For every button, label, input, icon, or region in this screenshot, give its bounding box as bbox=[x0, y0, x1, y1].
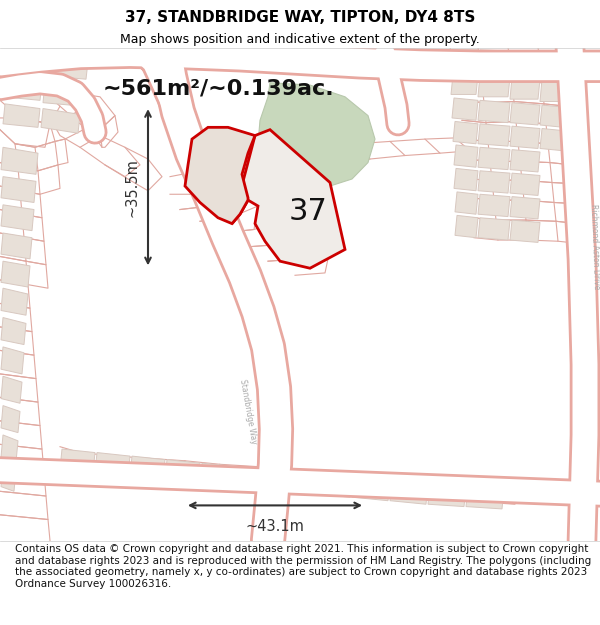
Polygon shape bbox=[510, 149, 540, 172]
Polygon shape bbox=[478, 124, 510, 146]
Polygon shape bbox=[450, 50, 478, 71]
Polygon shape bbox=[3, 104, 40, 127]
Polygon shape bbox=[258, 82, 375, 186]
Polygon shape bbox=[1, 148, 38, 174]
Text: Map shows position and indicative extent of the property.: Map shows position and indicative extent… bbox=[120, 33, 480, 46]
Polygon shape bbox=[428, 484, 466, 507]
Polygon shape bbox=[452, 98, 478, 120]
Polygon shape bbox=[390, 481, 428, 504]
Polygon shape bbox=[43, 82, 85, 106]
Polygon shape bbox=[478, 101, 510, 122]
Polygon shape bbox=[46, 57, 88, 79]
Text: Richmond Aston Drive: Richmond Aston Drive bbox=[589, 204, 600, 290]
Polygon shape bbox=[454, 145, 478, 168]
Polygon shape bbox=[510, 173, 540, 196]
Polygon shape bbox=[238, 467, 276, 490]
Polygon shape bbox=[478, 74, 510, 97]
Polygon shape bbox=[352, 478, 390, 501]
Polygon shape bbox=[510, 51, 540, 73]
Polygon shape bbox=[1, 406, 20, 432]
Polygon shape bbox=[540, 53, 565, 76]
Polygon shape bbox=[1, 464, 16, 491]
Polygon shape bbox=[540, 129, 566, 151]
Polygon shape bbox=[185, 127, 255, 224]
Text: Contains OS data © Crown copyright and database right 2021. This information is : Contains OS data © Crown copyright and d… bbox=[15, 544, 591, 589]
Polygon shape bbox=[540, 79, 566, 101]
Text: ~35.5m: ~35.5m bbox=[125, 158, 140, 217]
Polygon shape bbox=[41, 109, 80, 133]
Polygon shape bbox=[130, 456, 165, 479]
Polygon shape bbox=[200, 463, 238, 487]
Polygon shape bbox=[478, 148, 510, 169]
Polygon shape bbox=[1, 288, 28, 315]
Text: 37, STANDBRIDGE WAY, TIPTON, DY4 8TS: 37, STANDBRIDGE WAY, TIPTON, DY4 8TS bbox=[125, 9, 475, 24]
Polygon shape bbox=[1, 261, 30, 287]
Polygon shape bbox=[453, 121, 478, 144]
Polygon shape bbox=[276, 470, 314, 494]
Polygon shape bbox=[1, 347, 24, 374]
Polygon shape bbox=[454, 168, 478, 191]
Text: ~561m²/~0.139ac.: ~561m²/~0.139ac. bbox=[102, 79, 334, 99]
Polygon shape bbox=[95, 452, 130, 476]
Polygon shape bbox=[478, 194, 510, 217]
Polygon shape bbox=[1, 376, 22, 403]
Polygon shape bbox=[540, 105, 566, 127]
Polygon shape bbox=[510, 220, 540, 243]
Polygon shape bbox=[510, 126, 540, 149]
Polygon shape bbox=[1, 177, 36, 202]
Polygon shape bbox=[510, 102, 540, 125]
Polygon shape bbox=[478, 171, 510, 193]
Text: ~43.1m: ~43.1m bbox=[245, 519, 304, 534]
Polygon shape bbox=[510, 197, 540, 219]
Polygon shape bbox=[478, 217, 510, 240]
Polygon shape bbox=[1, 205, 34, 231]
Polygon shape bbox=[3, 77, 42, 101]
Polygon shape bbox=[455, 216, 478, 238]
Polygon shape bbox=[3, 53, 45, 73]
Polygon shape bbox=[478, 50, 510, 72]
Polygon shape bbox=[1, 318, 26, 344]
Polygon shape bbox=[60, 449, 95, 472]
Polygon shape bbox=[314, 474, 352, 497]
Polygon shape bbox=[455, 192, 478, 214]
Polygon shape bbox=[165, 459, 200, 483]
Text: 37: 37 bbox=[289, 198, 328, 226]
Text: Standbridge Way: Standbridge Way bbox=[238, 378, 258, 444]
Polygon shape bbox=[466, 487, 504, 509]
Polygon shape bbox=[510, 77, 540, 99]
Polygon shape bbox=[451, 74, 478, 94]
Polygon shape bbox=[1, 435, 18, 462]
Polygon shape bbox=[232, 129, 345, 268]
Polygon shape bbox=[1, 233, 32, 259]
